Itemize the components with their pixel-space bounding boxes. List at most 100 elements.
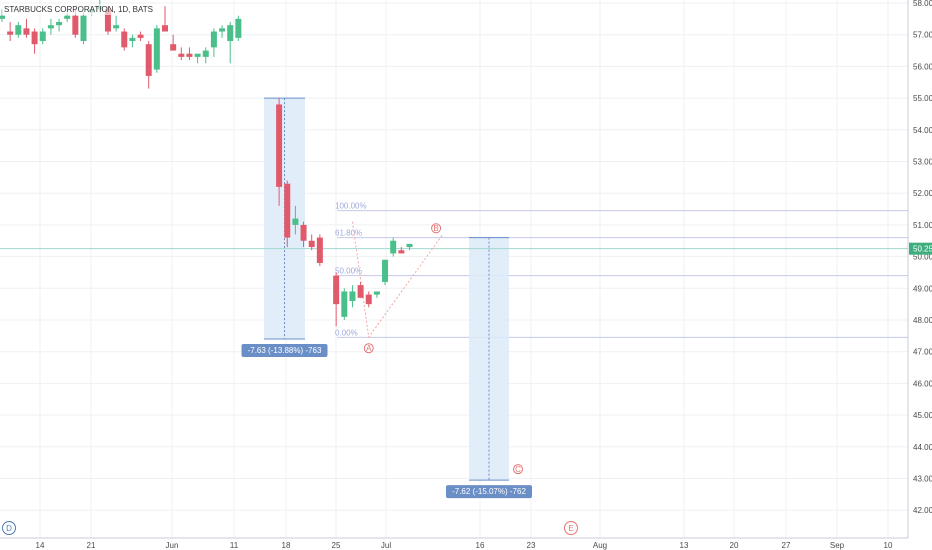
- y-tick-label: 54.00: [913, 126, 932, 135]
- chart-title-bg: [2, 4, 155, 15]
- measure-label: -7.63 (-13.88%) -763: [248, 346, 322, 355]
- y-tick-label: 43.00: [913, 475, 932, 484]
- drawing-layer: 100.00% 61.80% 50.00% 0.00%: [0, 97, 908, 481]
- measure-label-bg: [446, 485, 532, 499]
- candle-body: [333, 275, 340, 305]
- measure-label-bg: [241, 344, 328, 358]
- fib-level-label: 61.80%: [335, 229, 362, 238]
- y-tick-label: 57.00: [913, 31, 932, 40]
- point-label: D: [6, 524, 12, 533]
- candle-body: [276, 104, 283, 187]
- candle-body: [47, 25, 54, 29]
- candle-body: [104, 9, 111, 32]
- candle-body: [162, 25, 168, 32]
- point-marker-a[interactable]: [363, 343, 374, 354]
- chart-title: STARBUCKS CORPORATION, 1D, BATS: [4, 5, 153, 14]
- candle-body: [284, 183, 291, 238]
- y-tick-label: 55.00: [913, 94, 932, 103]
- candle-body: [316, 237, 323, 263]
- y-tick-label: 58.00: [913, 0, 932, 8]
- candle-body: [219, 28, 226, 32]
- candle-body: [382, 259, 389, 282]
- last-price-badge: [909, 242, 932, 255]
- y-tick-label: 45.00: [913, 411, 932, 420]
- candle-body: [341, 291, 348, 317]
- candle-body: [129, 37, 136, 42]
- x-tick-label: Jul: [381, 541, 391, 550]
- point-label: E: [568, 524, 573, 533]
- candle-body: [210, 31, 217, 48]
- point-label: C: [515, 465, 521, 474]
- point-marker-b[interactable]: [431, 223, 442, 234]
- candle-body: [202, 50, 209, 57]
- point-marker-e[interactable]: [564, 521, 578, 535]
- x-tick-label: Jun: [166, 541, 179, 550]
- candle-body: [72, 15, 79, 35]
- x-tick-label: 21: [87, 541, 96, 550]
- candle-body: [390, 240, 397, 254]
- candle-body: [292, 218, 299, 225]
- x-tick-label: 13: [680, 541, 689, 550]
- candle-body: [186, 53, 193, 57]
- fib-level-label: 50.00%: [335, 267, 362, 276]
- x-tick-label: 25: [332, 541, 341, 550]
- y-tick-label: 44.00: [913, 443, 932, 452]
- candle-body: [398, 250, 405, 254]
- point-marker-d[interactable]: [2, 521, 16, 535]
- y-tick-label: 53.00: [913, 158, 932, 167]
- candle-body: [56, 22, 63, 26]
- candle-body: [15, 25, 22, 35]
- fib-level-label: 0.00%: [335, 328, 358, 337]
- x-tick-label: Aug: [593, 541, 607, 550]
- x-tick-label: 14: [36, 541, 45, 550]
- x-tick-label: 27: [782, 541, 791, 550]
- point-label: A: [366, 344, 372, 353]
- candle-body: [137, 34, 144, 38]
- point-label: B: [433, 224, 438, 233]
- y-tick-label: 51.00: [913, 221, 932, 230]
- candle-body: [365, 294, 372, 305]
- x-tick-label: 23: [527, 541, 536, 550]
- candle-body: [7, 31, 14, 35]
- candle-body: [373, 291, 380, 295]
- candle-body: [170, 44, 177, 51]
- grid-lines: [0, 0, 908, 538]
- x-tick-label: 18: [282, 541, 291, 550]
- y-tick-label: 48.00: [913, 316, 932, 325]
- candle-body: [178, 53, 185, 57]
- y-tick-label: 47.00: [913, 348, 932, 357]
- candle-body: [153, 28, 160, 70]
- point-marker-c[interactable]: [513, 464, 523, 475]
- candle-body: [121, 31, 128, 48]
- candle-body: [406, 243, 413, 248]
- y-tick-label: 52.00: [913, 189, 932, 198]
- annotation-layer: -7.63 (-13.88%) -763 -7.62 (-15.07%) -762…: [2, 223, 578, 535]
- candle-body: [80, 15, 87, 42]
- candle-body: [23, 28, 30, 35]
- candle-body: [300, 224, 307, 241]
- x-tick-label: 16: [476, 541, 485, 550]
- candle-body: [0, 15, 5, 19]
- measure-label: -7.62 (-15.07%) -762: [452, 487, 526, 496]
- price-axis[interactable]: 58.00 57.00 56.00 55.00 54.00 53.00 52.00 51.00…: [907, 0, 932, 538]
- candles-layer: [0, 0, 413, 327]
- candle-body: [349, 291, 356, 301]
- y-tick-label: 46.00: [913, 379, 932, 388]
- x-tick-label: 10: [884, 541, 893, 550]
- candle-body: [357, 285, 364, 298]
- y-tick-label: 49.00: [913, 284, 932, 293]
- candle-body: [235, 18, 242, 38]
- candle-body: [64, 15, 71, 19]
- y-tick-label: 42.00: [913, 506, 932, 515]
- fib-level-label: 100.00%: [335, 202, 367, 211]
- candle-body: [194, 53, 201, 57]
- candle-body: [31, 31, 38, 45]
- last-price-label: 50.25: [913, 245, 932, 254]
- x-tick-label: 11: [230, 541, 239, 550]
- y-tick-label: 50.00: [913, 253, 932, 262]
- time-axis[interactable]: 14 21 Jun 11 18 25 Jul 16 23 Aug 13 20 27 Sep 10: [0, 537, 908, 550]
- y-tick-label: 56.00: [913, 62, 932, 71]
- x-tick-label: Sep: [830, 541, 845, 550]
- candle-body: [308, 240, 315, 248]
